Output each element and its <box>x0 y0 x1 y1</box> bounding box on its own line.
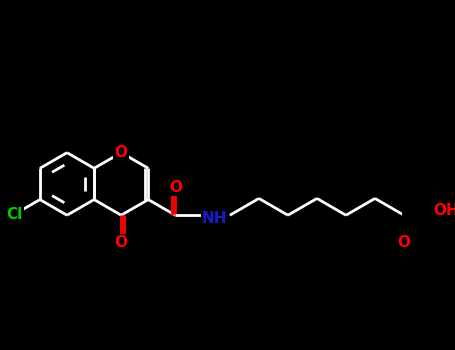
Text: O: O <box>398 234 410 250</box>
Text: OH: OH <box>433 203 455 218</box>
Text: O: O <box>115 145 128 160</box>
Text: O: O <box>169 180 182 195</box>
Text: Cl: Cl <box>7 206 23 222</box>
Text: NH: NH <box>202 211 228 226</box>
Text: O: O <box>115 236 128 250</box>
